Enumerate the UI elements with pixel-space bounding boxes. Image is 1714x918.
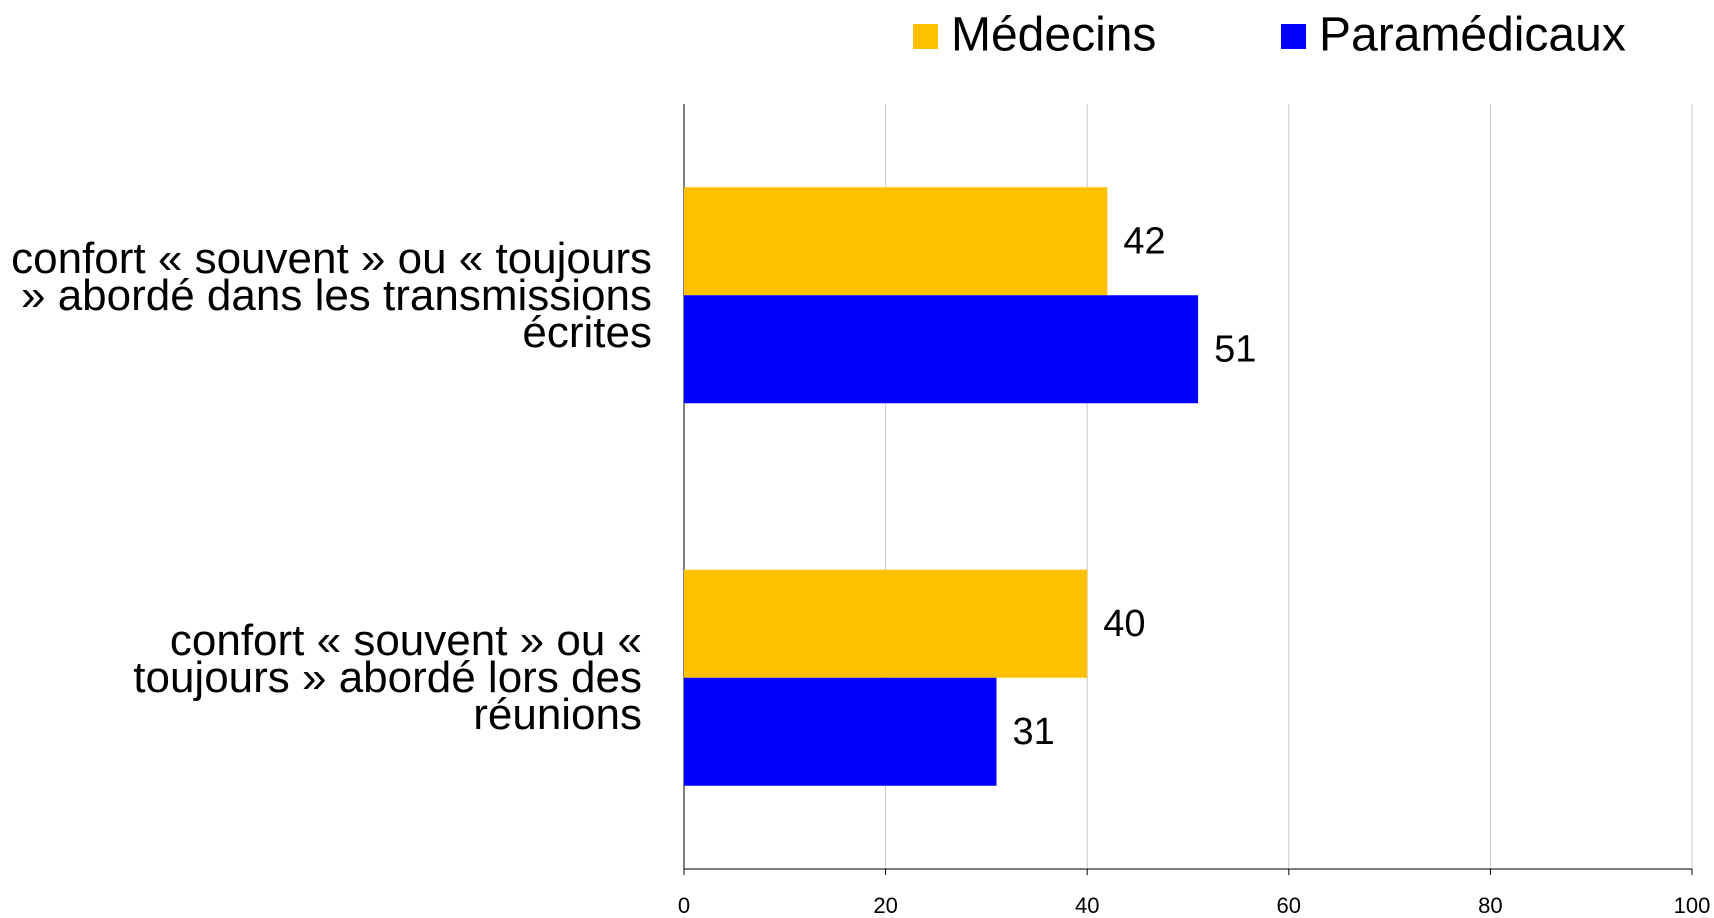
y-tick-label: confort « souvent » ou « toujours » abor… bbox=[11, 233, 652, 357]
bar bbox=[684, 295, 1199, 404]
x-tick-label: 20 bbox=[873, 893, 897, 918]
value-label: 42 bbox=[1123, 220, 1165, 262]
bar bbox=[684, 187, 1108, 296]
category-label-box: confort « souvent » ou « toujours » abor… bbox=[133, 616, 642, 740]
x-tick-label: 100 bbox=[1674, 893, 1711, 918]
x-tick-label: 40 bbox=[1075, 893, 1099, 918]
x-tick-label: 80 bbox=[1478, 893, 1502, 918]
value-label: 40 bbox=[1103, 603, 1145, 645]
x-tick-label: 60 bbox=[1277, 893, 1301, 918]
x-tick-label: 0 bbox=[678, 893, 690, 918]
category-label-box: confort « souvent » ou « toujours » abor… bbox=[11, 233, 652, 357]
bar bbox=[684, 677, 997, 786]
legend-swatch bbox=[913, 24, 938, 49]
legend-label: Médecins bbox=[951, 9, 1156, 62]
bar bbox=[684, 569, 1088, 678]
legend-swatch bbox=[1281, 24, 1306, 49]
y-tick-label: confort « souvent » ou « toujours » abor… bbox=[133, 616, 642, 740]
value-label: 31 bbox=[1012, 711, 1054, 753]
value-label: 51 bbox=[1214, 328, 1256, 370]
legend-label: Paramédicaux bbox=[1319, 9, 1626, 62]
